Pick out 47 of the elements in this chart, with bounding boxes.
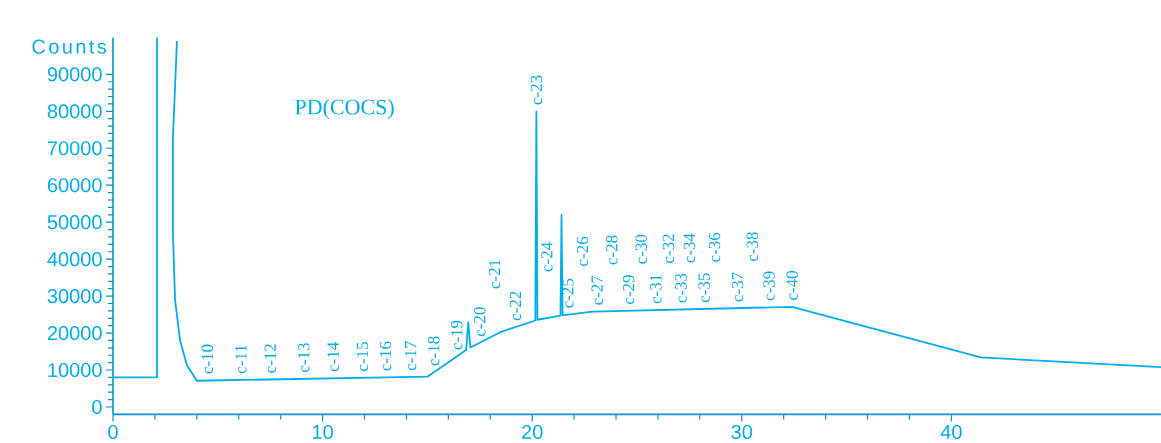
- y-tick-label: 80000: [47, 104, 102, 119]
- annotation: c-21: [488, 259, 501, 289]
- annotation: c-14: [327, 342, 339, 372]
- y-tick-label: 10000: [48, 362, 102, 378]
- y-tick-label: 0: [92, 399, 102, 415]
- x-tick-label: 40: [940, 424, 962, 440]
- y-tick-label: 40000: [47, 252, 102, 267]
- annotation: c-20: [474, 307, 486, 337]
- annotation: c-15: [356, 342, 369, 371]
- annotation: c-26: [576, 236, 589, 266]
- annotation: c-13: [298, 343, 310, 373]
- y-tick-label: 20000: [47, 325, 102, 341]
- text: PD(COCS): [295, 99, 394, 119]
- annotation: c-18: [427, 336, 440, 366]
- annotation: c-28: [606, 235, 618, 265]
- annotation: c-11: [235, 345, 247, 374]
- y-tick-label: 70000: [47, 141, 102, 156]
- annotation: c-19: [451, 320, 463, 350]
- x-tick-label: 20: [522, 424, 543, 440]
- annotation: c-17: [404, 341, 417, 371]
- annotation: c-37: [731, 272, 744, 302]
- annotation: c-32: [662, 234, 675, 263]
- annotation: c-31: [650, 274, 662, 304]
- annotation: c-35: [698, 273, 710, 303]
- annotation: c-34: [683, 233, 696, 263]
- annotation: c-27: [591, 275, 603, 305]
- annotation: c-40: [786, 271, 798, 300]
- annotation: c-16: [379, 341, 392, 371]
- annotation: c-33: [675, 273, 687, 303]
- annotation: c-22: [509, 291, 522, 321]
- annotation: c-30: [635, 234, 647, 264]
- x-tick-label: 10: [313, 424, 333, 440]
- annotation: c-29: [622, 275, 635, 305]
- x-tick-label: 0: [108, 424, 118, 440]
- x-tick-label: 30: [731, 424, 753, 440]
- y-tick-label: 60000: [47, 178, 102, 193]
- y-axis-title: Counts: [32, 39, 107, 54]
- annotation: c-38: [746, 232, 758, 262]
- annotation: c-10: [201, 344, 214, 374]
- annotation: c-12: [264, 344, 276, 373]
- y-tick-label: 30000: [47, 289, 102, 304]
- annotation: c-39: [763, 271, 775, 301]
- y-tick-label: 90000: [47, 67, 102, 82]
- annotation: c-24: [541, 242, 553, 272]
- annotation: c-23: [530, 75, 543, 105]
- annotation: c-36: [708, 232, 721, 262]
- y-tick-label: 50000: [47, 215, 102, 230]
